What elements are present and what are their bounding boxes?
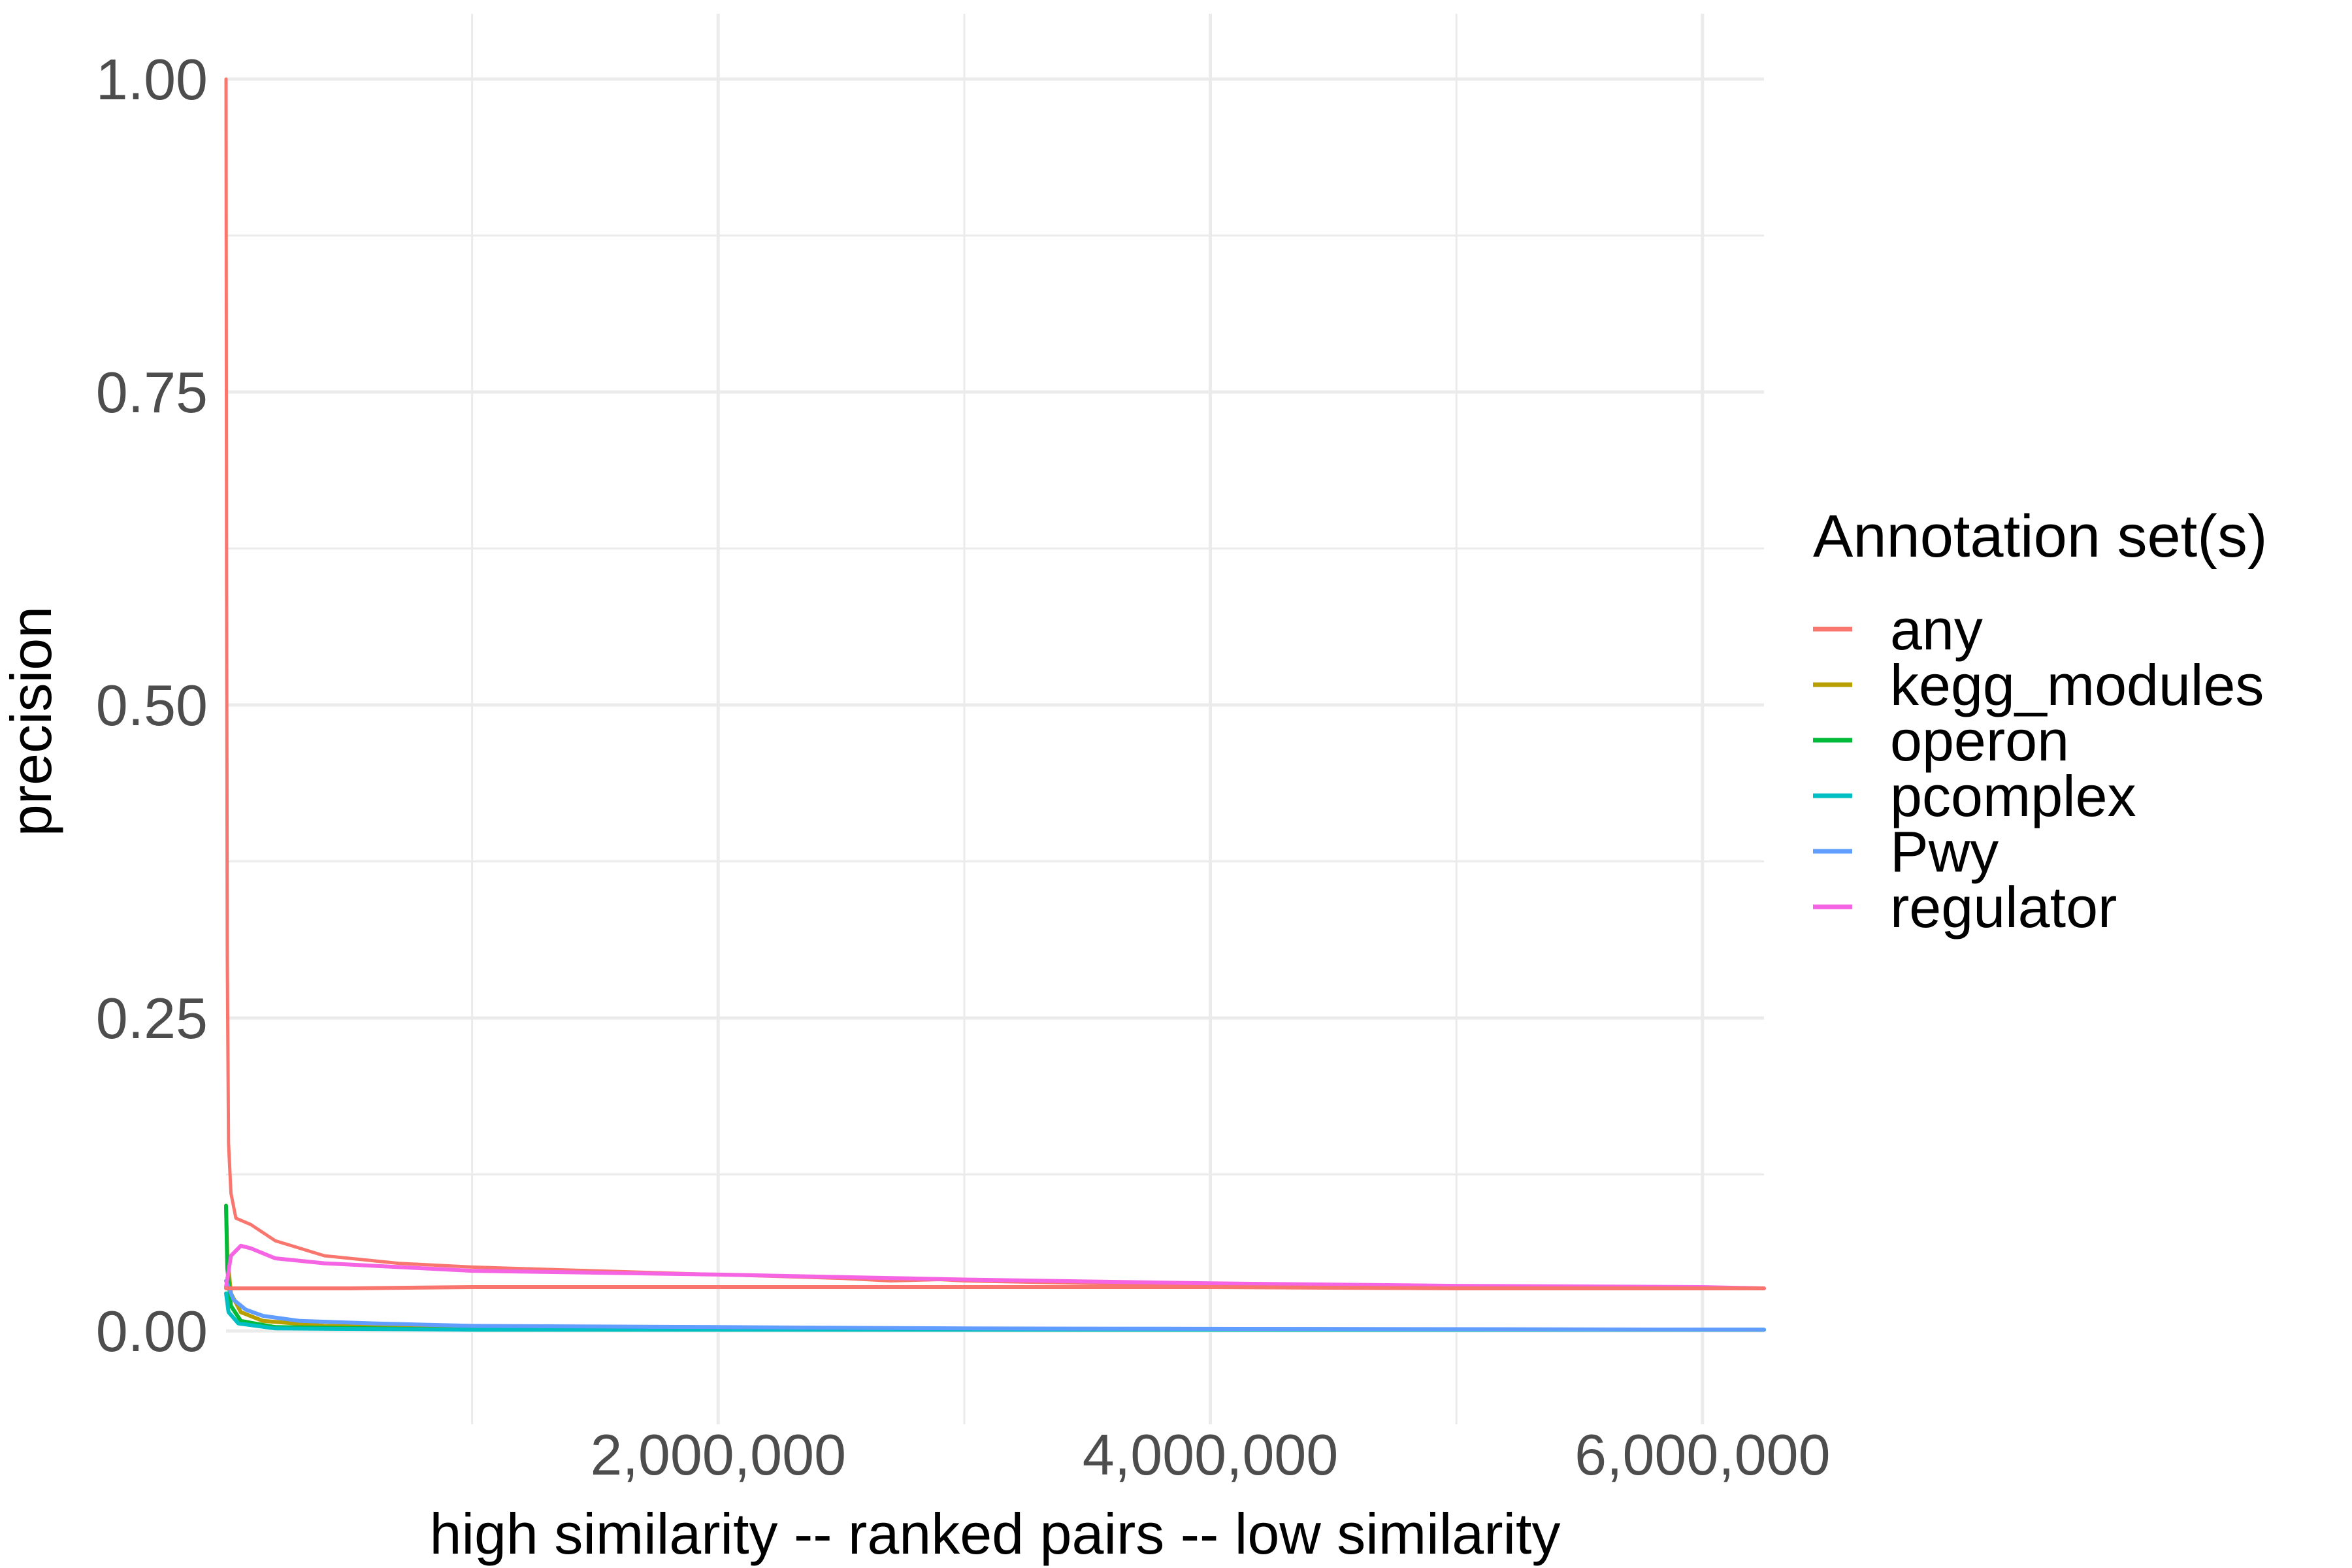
legend-label-operon: operon: [1890, 708, 2069, 773]
legend-items: anykegg_modulesoperonpcomplexPwyregulato…: [1813, 597, 2264, 939]
series-lines: [224, 77, 1766, 1332]
y-axis-title: precision: [0, 606, 63, 836]
series-line-any-baseline: [224, 1285, 1766, 1290]
legend-label-pwy: Pwy: [1890, 819, 1999, 884]
legend-label-any: any: [1890, 597, 1983, 662]
series-line-pcomplex: [224, 1291, 1766, 1332]
y-tick-label: 0.50: [96, 673, 208, 738]
legend: Annotation set(s) anykegg_modulesoperonp…: [1813, 503, 2267, 939]
y-tick-label: 0.75: [96, 360, 208, 425]
series-line-pwy: [224, 1279, 1766, 1332]
x-axis-title: high similarity -- ranked pairs -- low s…: [430, 1501, 1561, 1566]
x-axis-tick-labels: 2,000,000 4,000,000 6,000,000: [591, 1422, 1831, 1487]
x-tick-label: 2,000,000: [591, 1422, 847, 1487]
legend-title: Annotation set(s): [1813, 503, 2267, 570]
legend-label-regulator: regulator: [1890, 875, 2117, 939]
y-axis-tick-labels: 0.00 0.25 0.50 0.75 1.00: [96, 47, 208, 1364]
y-tick-label: 0.00: [96, 1299, 208, 1364]
grid-lines: [226, 14, 1764, 1424]
x-tick-label: 6,000,000: [1575, 1422, 1831, 1487]
x-tick-label: 4,000,000: [1083, 1422, 1339, 1487]
y-tick-label: 0.25: [96, 986, 208, 1051]
legend-label-kegg-modules: kegg_modules: [1890, 653, 2264, 717]
legend-label-pcomplex: pcomplex: [1890, 764, 2136, 828]
y-tick-label: 1.00: [96, 47, 208, 112]
series-line-regulator: [224, 1243, 1766, 1290]
